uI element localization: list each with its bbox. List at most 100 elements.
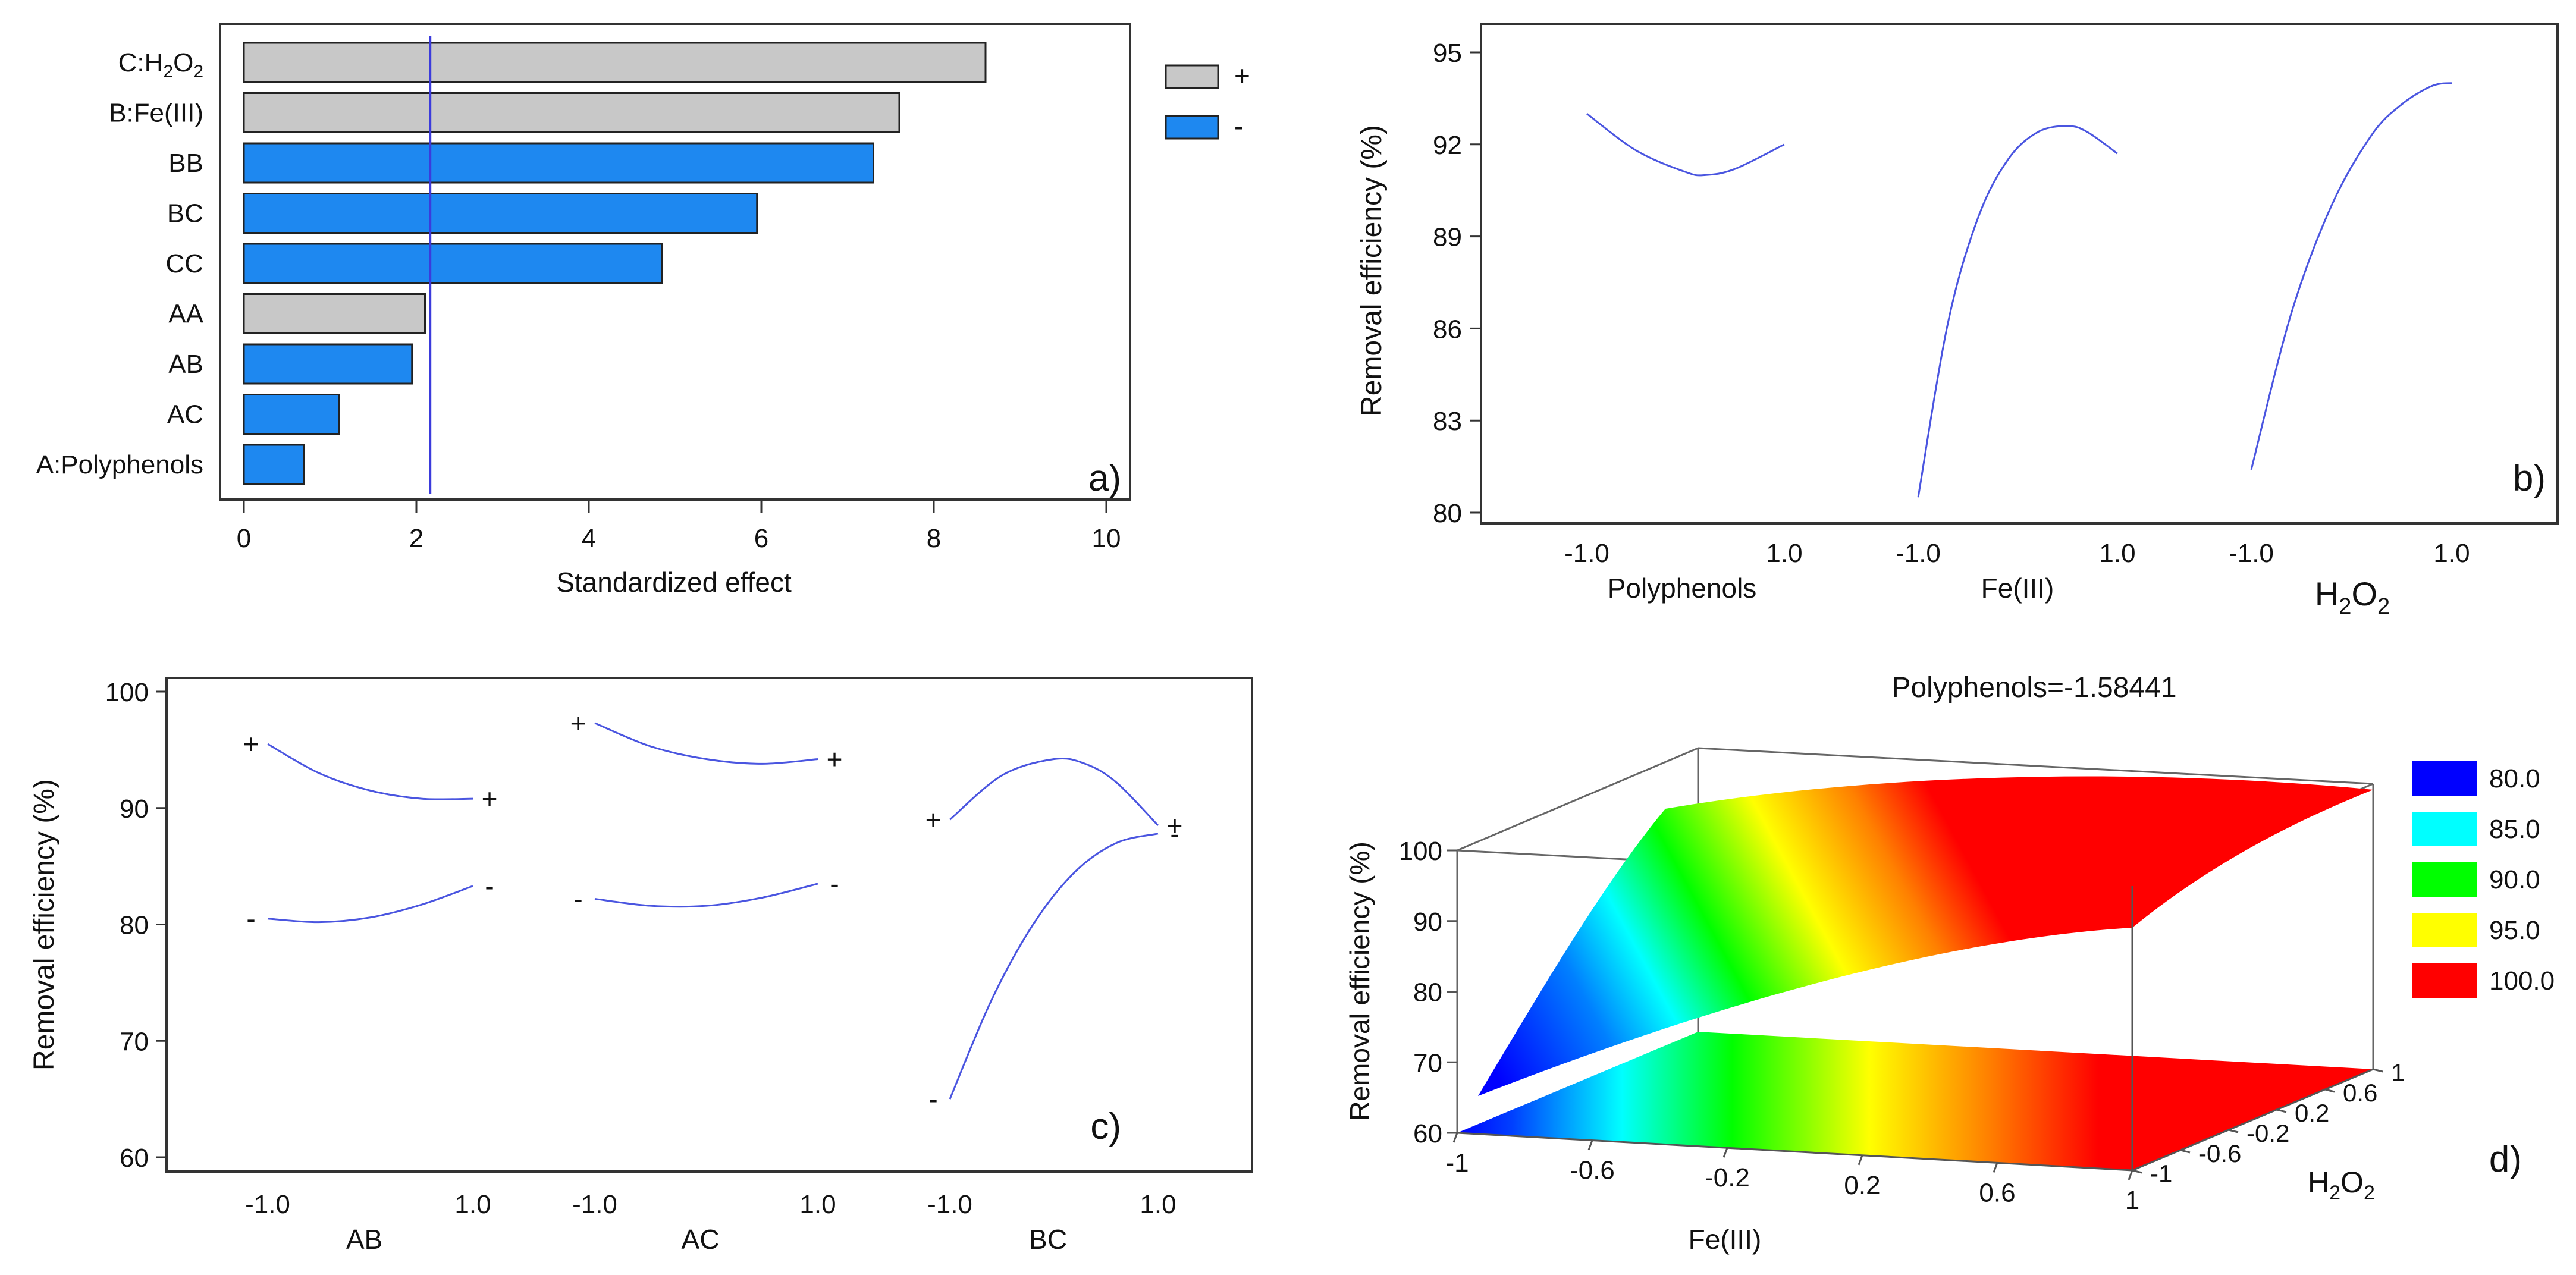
legend-label: + (1234, 60, 1250, 91)
panel-b-frame (1480, 23, 2559, 525)
category-label: AC (167, 400, 203, 429)
x-tick-label: 1.0 (2099, 539, 2135, 568)
x-tick-label: 0 (237, 524, 251, 553)
x-tick (1722, 1147, 1728, 1158)
legend-swatch (2412, 862, 2477, 897)
y-tick-label: -1 (2150, 1160, 2172, 1188)
panel-c-tag: c) (1090, 1106, 1121, 1147)
y-tick-label: 89 (1433, 223, 1462, 252)
y-tick-label: -0.2 (2246, 1119, 2289, 1147)
factor-label: Polyphenols (1608, 573, 1757, 604)
factor-label: Fe(III) (1981, 573, 2054, 604)
panel-d-xlabel: Fe(III) (1689, 1224, 1762, 1255)
y-tick (2373, 1068, 2383, 1073)
panel-a-frame (219, 23, 1131, 501)
floor-contour (1457, 1032, 2373, 1170)
panel-d-ylabel: H2O2 (2308, 1166, 2375, 1204)
y-tick (2132, 1169, 2142, 1174)
interaction-line-2 (267, 885, 473, 924)
y-tick-label: -0.6 (2198, 1139, 2241, 1167)
interaction-label: BC (1029, 1224, 1067, 1255)
effect-line-3 (2250, 82, 2452, 470)
legend-label: 95.0 (2489, 916, 2540, 945)
z-tick-label: 80 (1413, 978, 1442, 1007)
x-tick-label: 8 (927, 524, 941, 553)
level-marker: - (246, 903, 255, 934)
x-tick-label: 1.0 (1140, 1190, 1176, 1219)
x-tick-label: 0.2 (1844, 1171, 1880, 1200)
x-tick-label: -1.0 (927, 1190, 972, 1219)
level-marker: - (573, 883, 582, 914)
y-tick-label: 70 (120, 1027, 149, 1056)
x-tick (2128, 1170, 2133, 1180)
x-tick-label: 1.0 (1766, 539, 1802, 568)
level-marker: + (827, 744, 843, 775)
x-tick-label: -1.0 (2229, 539, 2274, 568)
effect-line-2 (1917, 125, 2118, 498)
legend-label: - (1234, 111, 1243, 142)
x-tick-label: 1.0 (799, 1190, 836, 1219)
legend-label: 80.0 (2489, 764, 2540, 793)
level-marker: + (482, 783, 498, 814)
x-tick-label: -0.6 (1570, 1156, 1615, 1185)
z-tick-label: 70 (1413, 1048, 1442, 1078)
x-tick-label: 1 (2125, 1186, 2139, 1215)
panel-d-title: Polyphenols=-1.58441 (1891, 672, 2176, 704)
x-tick (1452, 1132, 1458, 1143)
effect-line-1 (1586, 112, 1785, 177)
bar-4 (243, 193, 758, 234)
bar-3 (243, 142, 874, 184)
level-marker: + (243, 728, 259, 759)
level-marker: + (925, 804, 942, 835)
category-label: C:H2O2 (118, 48, 203, 81)
category-label: BB (168, 149, 203, 178)
y-tick-label: 80 (120, 911, 149, 940)
bar-6 (243, 293, 426, 334)
category-label: BC (167, 199, 203, 228)
legend-swatch (2412, 963, 2477, 998)
y-tick-label: 60 (120, 1144, 149, 1173)
x-tick-label: -1.0 (1564, 539, 1609, 568)
x-tick-label: -1.0 (572, 1190, 617, 1219)
x-tick-label: 1.0 (2433, 539, 2470, 568)
panel-a: C:H2O2 B:Fe(III) BB BC CC AA AB AC A:Polyphenols… (36, 23, 1250, 598)
category-label: B:Fe(III) (109, 99, 203, 128)
x-tick-label: 6 (754, 524, 768, 553)
x-tick (1993, 1162, 1998, 1173)
panel-c-ylabel: Removal efficiency (%) (29, 779, 60, 1070)
bar-9 (243, 444, 305, 485)
interaction-line-4 (594, 883, 818, 908)
x-tick-label: 4 (582, 524, 596, 553)
x-tick-label: -1.0 (1896, 539, 1941, 568)
interaction-line-5 (949, 757, 1159, 827)
y-tick-label: 86 (1433, 315, 1462, 344)
y-tick (2276, 1108, 2287, 1113)
panel-c-frame (165, 677, 1253, 1173)
category-label: AB (168, 350, 203, 379)
legend-swatch (2412, 812, 2477, 846)
y-tick-label: 80 (1433, 499, 1462, 528)
legend-swatch (1165, 115, 1219, 140)
x-tick (1587, 1140, 1593, 1151)
level-marker: - (1170, 818, 1179, 849)
panel-d-tag: d) (2489, 1139, 2522, 1180)
x-tick-label: 1.0 (454, 1190, 491, 1219)
response-surface (1478, 776, 2373, 1096)
bar-2 (243, 92, 900, 133)
y-tick (2180, 1149, 2191, 1154)
bar-8 (243, 394, 340, 435)
panel-d-legend: 80.0 85.0 90.0 95.0 100.0 (2412, 761, 2555, 998)
y-tick-label: 90 (120, 794, 149, 824)
interaction-line-3 (594, 722, 818, 765)
panel-b-ylabel: Removal efficiency (%) (1356, 125, 1388, 416)
category-label: A:Polyphenols (36, 450, 203, 479)
y-tick-label: 100 (105, 678, 149, 707)
z-tick-label: 90 (1413, 907, 1442, 937)
bar-7 (243, 343, 413, 385)
bar-1 (243, 42, 987, 83)
category-label: CC (165, 249, 203, 278)
factor-label: H2O2 (2315, 575, 2390, 619)
y-tick-label: 0.6 (2343, 1079, 2377, 1107)
